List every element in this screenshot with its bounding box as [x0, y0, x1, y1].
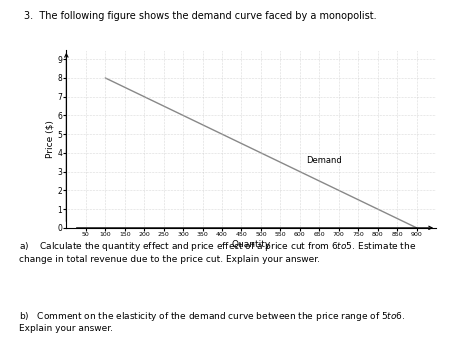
Text: b)   Comment on the elasticity of the demand curve between the price range of $5: b) Comment on the elasticity of the dema… [19, 310, 405, 333]
Text: Demand: Demand [306, 156, 341, 165]
Text: 3.  The following figure shows the demand curve faced by a monopolist.: 3. The following figure shows the demand… [24, 11, 376, 21]
X-axis label: Quantity: Quantity [232, 240, 271, 249]
Text: a)    Calculate the quantity effect and price effect of a price cut from $6 to $: a) Calculate the quantity effect and pri… [19, 240, 416, 264]
Y-axis label: Price ($): Price ($) [46, 120, 55, 158]
